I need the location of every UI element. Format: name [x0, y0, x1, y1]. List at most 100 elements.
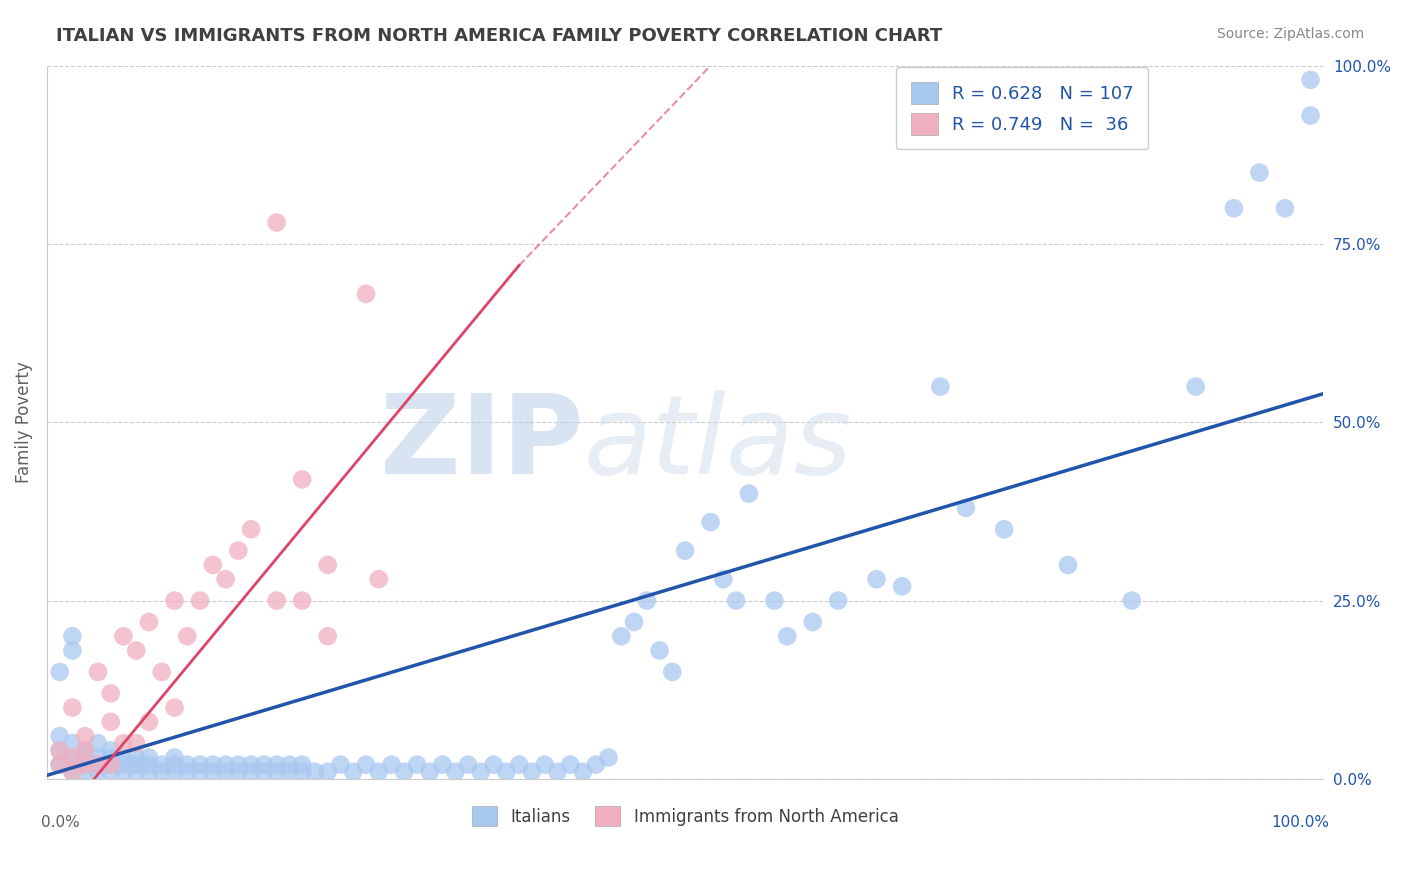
Point [508, 757, 530, 772]
Point [699, 515, 721, 529]
Point [253, 757, 276, 772]
Point [100, 743, 122, 757]
Point [112, 757, 135, 772]
Point [240, 522, 263, 536]
Point [214, 572, 236, 586]
Point [240, 757, 263, 772]
Point [214, 757, 236, 772]
Point [406, 757, 429, 772]
Point [585, 757, 607, 772]
Point [278, 764, 301, 779]
Point [367, 764, 389, 779]
Point [1249, 165, 1271, 179]
Text: 100.0%: 100.0% [1271, 814, 1330, 830]
Point [891, 579, 914, 593]
Point [62, 750, 84, 764]
Point [993, 522, 1015, 536]
Point [138, 757, 160, 772]
Point [228, 757, 250, 772]
Point [75, 757, 97, 772]
Point [48, 743, 70, 757]
Point [661, 665, 683, 679]
Point [48, 743, 70, 757]
Point [87, 665, 110, 679]
Y-axis label: Family Poverty: Family Poverty [15, 361, 32, 483]
Point [87, 764, 110, 779]
Point [201, 757, 224, 772]
Point [48, 757, 70, 772]
Point [100, 750, 122, 764]
Point [163, 593, 186, 607]
Point [62, 764, 84, 779]
Point [457, 757, 479, 772]
Point [329, 757, 352, 772]
Point [75, 729, 97, 743]
Point [1057, 558, 1080, 572]
Point [610, 629, 633, 643]
Point [278, 757, 301, 772]
Point [776, 629, 799, 643]
Point [380, 757, 402, 772]
Point [62, 750, 84, 764]
Point [228, 764, 250, 779]
Point [827, 593, 849, 607]
Point [100, 764, 122, 779]
Point [100, 686, 122, 700]
Point [100, 757, 122, 772]
Point [342, 764, 364, 779]
Point [150, 665, 173, 679]
Point [138, 764, 160, 779]
Point [138, 714, 160, 729]
Point [125, 736, 148, 750]
Point [188, 764, 211, 779]
Point [1274, 201, 1296, 215]
Point [291, 764, 314, 779]
Point [112, 750, 135, 764]
Point [163, 700, 186, 714]
Point [201, 558, 224, 572]
Point [520, 764, 543, 779]
Point [48, 665, 70, 679]
Point [533, 757, 555, 772]
Point [87, 736, 110, 750]
Point [482, 757, 505, 772]
Text: 0.0%: 0.0% [41, 814, 79, 830]
Point [201, 764, 224, 779]
Point [138, 750, 160, 764]
Point [253, 764, 276, 779]
Point [266, 215, 288, 229]
Point [62, 764, 84, 779]
Point [48, 757, 70, 772]
Point [316, 558, 339, 572]
Point [75, 757, 97, 772]
Point [636, 593, 658, 607]
Point [711, 572, 734, 586]
Point [188, 593, 211, 607]
Point [560, 757, 582, 772]
Point [1121, 593, 1143, 607]
Text: ITALIAN VS IMMIGRANTS FROM NORTH AMERICA FAMILY POVERTY CORRELATION CHART: ITALIAN VS IMMIGRANTS FROM NORTH AMERICA… [56, 27, 942, 45]
Point [125, 750, 148, 764]
Point [163, 764, 186, 779]
Point [367, 572, 389, 586]
Point [176, 629, 198, 643]
Point [354, 757, 377, 772]
Point [266, 764, 288, 779]
Point [112, 736, 135, 750]
Point [125, 757, 148, 772]
Point [240, 764, 263, 779]
Point [673, 543, 696, 558]
Point [100, 714, 122, 729]
Point [87, 757, 110, 772]
Point [1223, 201, 1246, 215]
Point [419, 764, 441, 779]
Point [112, 629, 135, 643]
Point [75, 743, 97, 757]
Point [763, 593, 786, 607]
Point [1299, 109, 1322, 123]
Point [228, 543, 250, 558]
Point [291, 757, 314, 772]
Point [316, 629, 339, 643]
Point [163, 757, 186, 772]
Point [546, 764, 568, 779]
